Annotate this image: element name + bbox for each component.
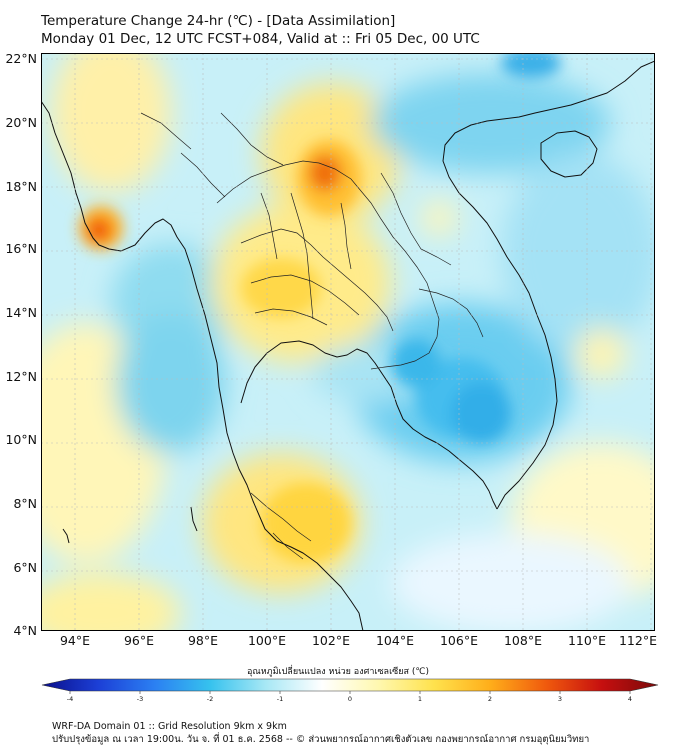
lon-label-108e: 108°E (503, 633, 542, 648)
lon-label-100e: 100°E (247, 633, 286, 648)
map-title: Temperature Change 24-hr (℃) - [Data Ass… (41, 13, 396, 29)
colorbar: -4 -3 -2 -1 0 1 2 3 4 (41, 678, 659, 703)
lon-label-94e: 94°E (59, 633, 91, 648)
lat-label-14n: 14°N (5, 305, 37, 320)
lon-label-110e: 110°E (567, 633, 606, 648)
colorbar-label: อุณหภูมิเปลี่ยนแปลง หน่วย องศาเซลเซียส (… (246, 667, 430, 677)
map-frame (41, 53, 655, 631)
lon-label-98e: 98°E (187, 633, 219, 648)
lon-label-96e: 96°E (123, 633, 155, 648)
colorbar-bar (41, 678, 659, 692)
lat-label-18n: 18°N (5, 179, 37, 194)
lat-label-8n: 8°N (13, 496, 37, 511)
lon-label-106e: 106°E (439, 633, 478, 648)
lon-label-102e: 102°E (311, 633, 350, 648)
map-subtitle: Monday 01 Dec, 12 UTC FCST+084, Valid at… (41, 31, 480, 47)
colorbar-tick-label: -2 (207, 695, 213, 703)
temperature-change-map (41, 53, 655, 631)
footer-credit: ปรับปรุงข้อมูล ณ เวลา 19:00น. วัน จ. ที่… (52, 734, 590, 745)
field-hotspots (79, 53, 561, 563)
coastlines (41, 60, 655, 631)
colorbar-tick-label: 3 (558, 695, 562, 703)
lat-label-10n: 10°N (5, 432, 37, 447)
lon-label-104e: 104°E (375, 633, 414, 648)
graticule (41, 53, 655, 631)
lon-label-112e: 112°E (618, 633, 657, 648)
lat-label-6n: 6°N (13, 560, 37, 575)
lat-label-22n: 22°N (5, 51, 37, 66)
colorbar-tick-label: 1 (418, 695, 422, 703)
province-boundaries (140, 112, 484, 560)
colorbar-tick-label: 0 (348, 695, 352, 703)
colorbar-ticks: -4 -3 -2 -1 0 1 2 3 4 (67, 691, 632, 703)
lat-label-20n: 20°N (5, 115, 37, 130)
lat-label-4n: 4°N (13, 623, 37, 638)
colorbar-tick-label: 4 (628, 695, 632, 703)
lat-label-16n: 16°N (5, 241, 37, 256)
colorbar-tick-label: -4 (67, 695, 73, 703)
footer-model-info: WRF-DA Domain 01 :: Grid Resolution 9km … (52, 721, 287, 732)
colorbar-tick-label: 2 (488, 695, 492, 703)
colorbar-tick-label: -3 (137, 695, 143, 703)
colorbar-tick-label: -1 (277, 695, 283, 703)
lat-label-12n: 12°N (5, 369, 37, 384)
